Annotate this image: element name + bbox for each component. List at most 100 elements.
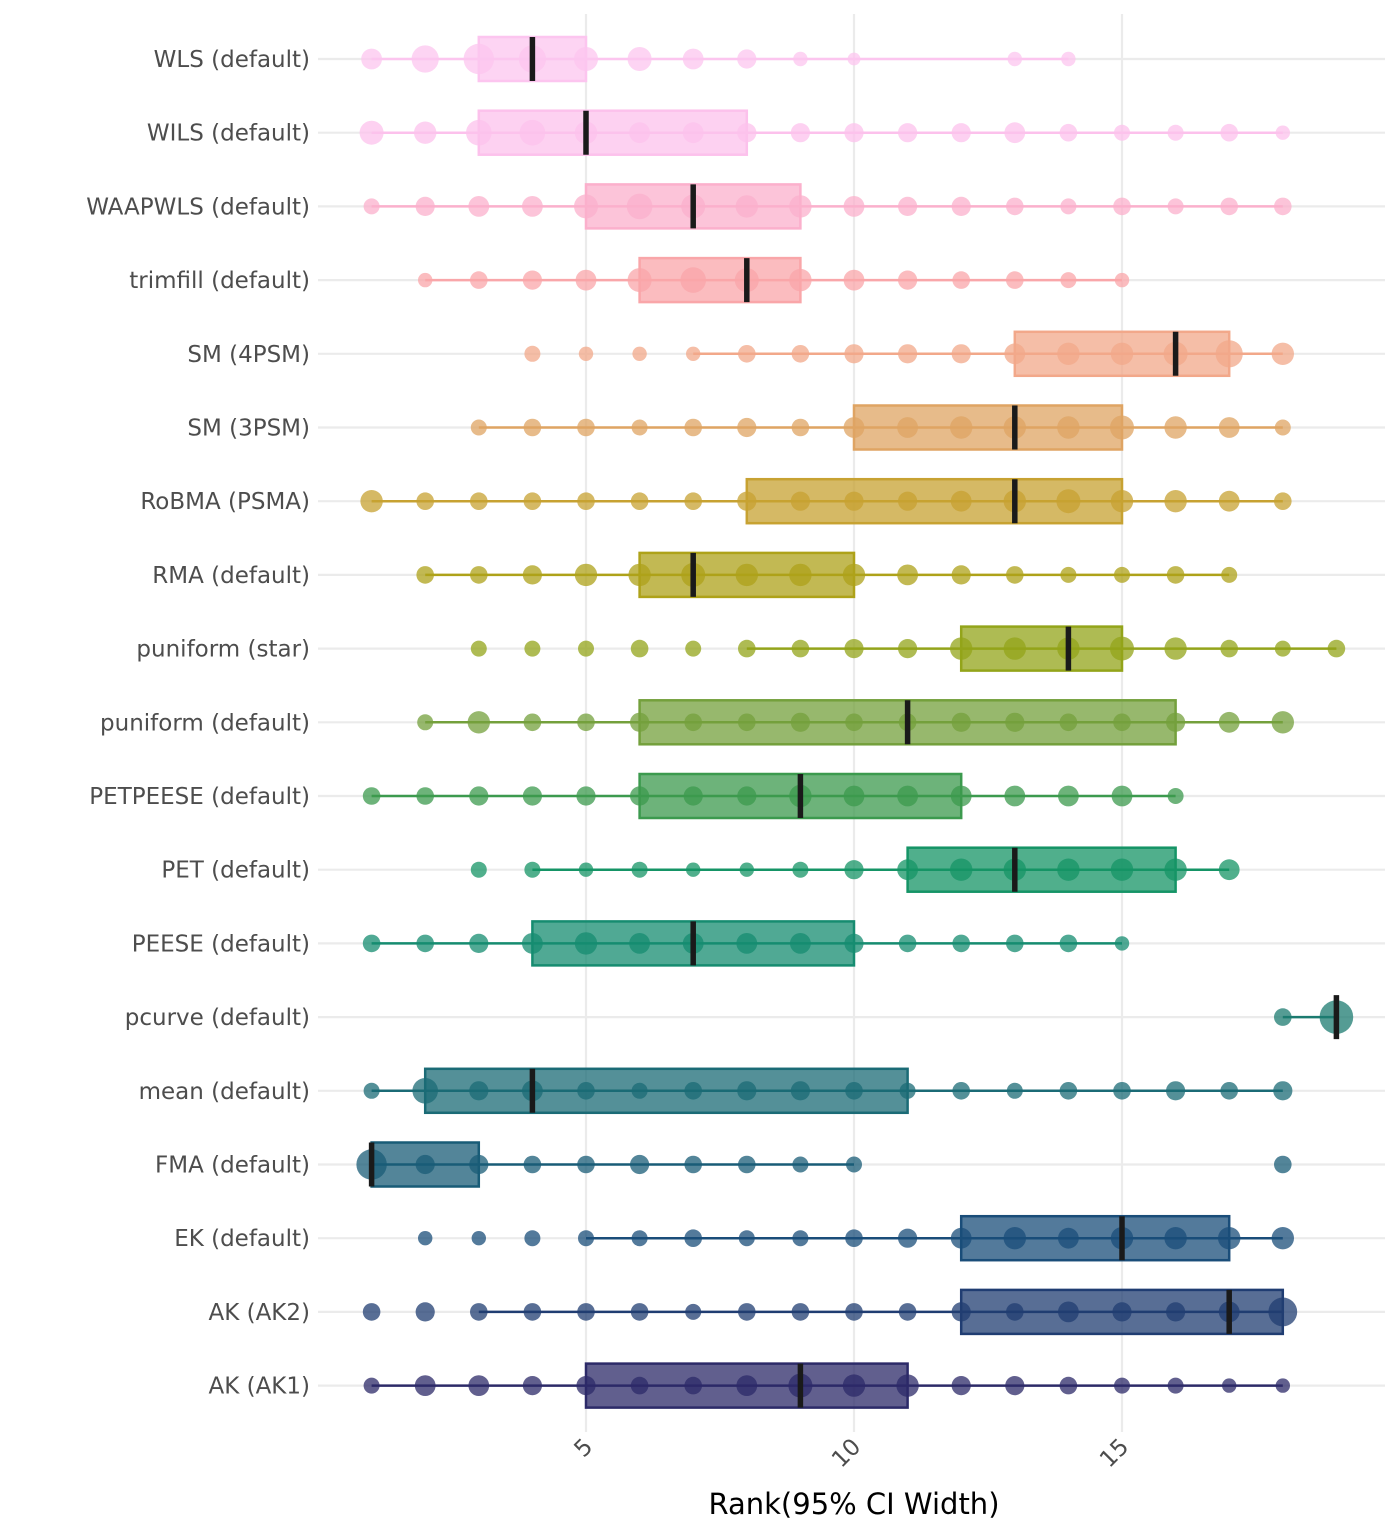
rank-point bbox=[627, 268, 652, 293]
rank-point bbox=[738, 345, 756, 363]
rank-point bbox=[575, 269, 597, 291]
rank-point bbox=[736, 1375, 758, 1396]
rank-point bbox=[470, 492, 488, 511]
rank-point bbox=[951, 1376, 971, 1396]
rank-point bbox=[522, 270, 543, 290]
rank-point bbox=[631, 1230, 648, 1247]
method-row bbox=[363, 183, 1292, 230]
rank-point bbox=[738, 1155, 756, 1174]
iqr-box bbox=[477, 109, 749, 156]
rank-point bbox=[843, 417, 865, 438]
method-row bbox=[360, 477, 1292, 525]
rank-point bbox=[1110, 490, 1134, 513]
rank-point bbox=[577, 1303, 595, 1321]
rank-point bbox=[1111, 785, 1133, 807]
method-label: puniform (default) bbox=[100, 710, 310, 736]
rank-point bbox=[1274, 640, 1291, 657]
rank-point bbox=[898, 934, 917, 953]
rank-point bbox=[791, 1303, 810, 1321]
rank-point bbox=[414, 121, 437, 144]
rank-point bbox=[1006, 1303, 1024, 1321]
rank-point bbox=[1275, 1378, 1291, 1393]
rank-point bbox=[680, 267, 706, 293]
rank-point bbox=[898, 123, 918, 143]
rank-point bbox=[469, 933, 489, 954]
rank-point bbox=[578, 1230, 594, 1247]
rank-point bbox=[416, 934, 435, 953]
method-row bbox=[418, 1214, 1295, 1262]
rank-point bbox=[950, 785, 972, 807]
rank-point bbox=[1274, 492, 1292, 511]
rank-point bbox=[951, 1302, 971, 1322]
rank-point bbox=[1006, 566, 1024, 584]
rank-point bbox=[899, 1082, 916, 1099]
x-axis-title: Rank(95% CI Width) bbox=[708, 1487, 999, 1521]
rank-point bbox=[898, 344, 918, 364]
rank-point bbox=[1114, 272, 1130, 288]
rank-point bbox=[1007, 51, 1022, 67]
rank-point bbox=[519, 119, 546, 146]
rank-point bbox=[524, 345, 541, 362]
method-label: EK (default) bbox=[174, 1226, 310, 1252]
rank-point bbox=[522, 565, 543, 585]
rank-point bbox=[1166, 566, 1185, 584]
rank-point bbox=[1004, 785, 1026, 807]
iqr-box bbox=[959, 1214, 1231, 1262]
rank-point bbox=[790, 933, 811, 954]
rank-point bbox=[846, 1156, 862, 1173]
rank-point bbox=[686, 862, 701, 877]
rank-point bbox=[950, 1227, 972, 1249]
rank-point bbox=[845, 713, 863, 732]
rank-point bbox=[629, 122, 650, 144]
rank-point bbox=[789, 563, 812, 587]
x-tick-label: 5 bbox=[570, 1434, 599, 1463]
method-row bbox=[470, 846, 1240, 893]
rank-point bbox=[631, 861, 648, 878]
rank-point bbox=[737, 786, 757, 806]
rank-point bbox=[416, 787, 435, 805]
rank-point bbox=[416, 566, 435, 584]
rank-point bbox=[1220, 1082, 1238, 1100]
method-row bbox=[361, 35, 1076, 83]
method-label: SM (3PSM) bbox=[187, 416, 310, 442]
method-label: PEESE (default) bbox=[132, 931, 310, 957]
rank-point bbox=[360, 490, 383, 513]
rank-point bbox=[682, 122, 704, 144]
rank-point bbox=[1060, 198, 1077, 215]
rank-point bbox=[412, 1078, 439, 1104]
rank-point bbox=[524, 861, 541, 878]
rank-point bbox=[362, 1303, 381, 1321]
rank-point bbox=[845, 1229, 863, 1247]
rank-point bbox=[577, 492, 595, 511]
rank-point bbox=[950, 416, 973, 439]
rank-point bbox=[1222, 1378, 1237, 1393]
rank-point bbox=[843, 196, 865, 217]
rank-point bbox=[898, 196, 918, 216]
rank-point bbox=[1006, 934, 1024, 953]
rank-point bbox=[523, 713, 542, 732]
iqr-box bbox=[959, 625, 1124, 672]
rank-point bbox=[684, 1229, 702, 1247]
rank-point bbox=[467, 711, 490, 734]
method-row bbox=[363, 1067, 1293, 1115]
rank-point bbox=[1218, 490, 1240, 512]
rank-point bbox=[1110, 636, 1134, 661]
rank-point bbox=[463, 43, 494, 75]
rank-point bbox=[685, 1303, 702, 1320]
rank-point bbox=[684, 418, 702, 437]
rank-point bbox=[1005, 712, 1025, 732]
rank-point bbox=[789, 195, 812, 218]
rank-point bbox=[359, 120, 384, 145]
rank-point bbox=[630, 712, 650, 732]
rank-point bbox=[950, 858, 973, 881]
rank-point bbox=[1110, 858, 1134, 881]
rank-point bbox=[897, 417, 918, 438]
rank-point bbox=[791, 345, 810, 363]
method-label: trimfill (default) bbox=[129, 268, 310, 294]
method-row bbox=[362, 1288, 1298, 1336]
rank-point bbox=[1218, 859, 1240, 881]
rank-point bbox=[468, 1375, 490, 1396]
rank-point bbox=[574, 932, 598, 955]
iqr-box bbox=[852, 404, 1124, 451]
